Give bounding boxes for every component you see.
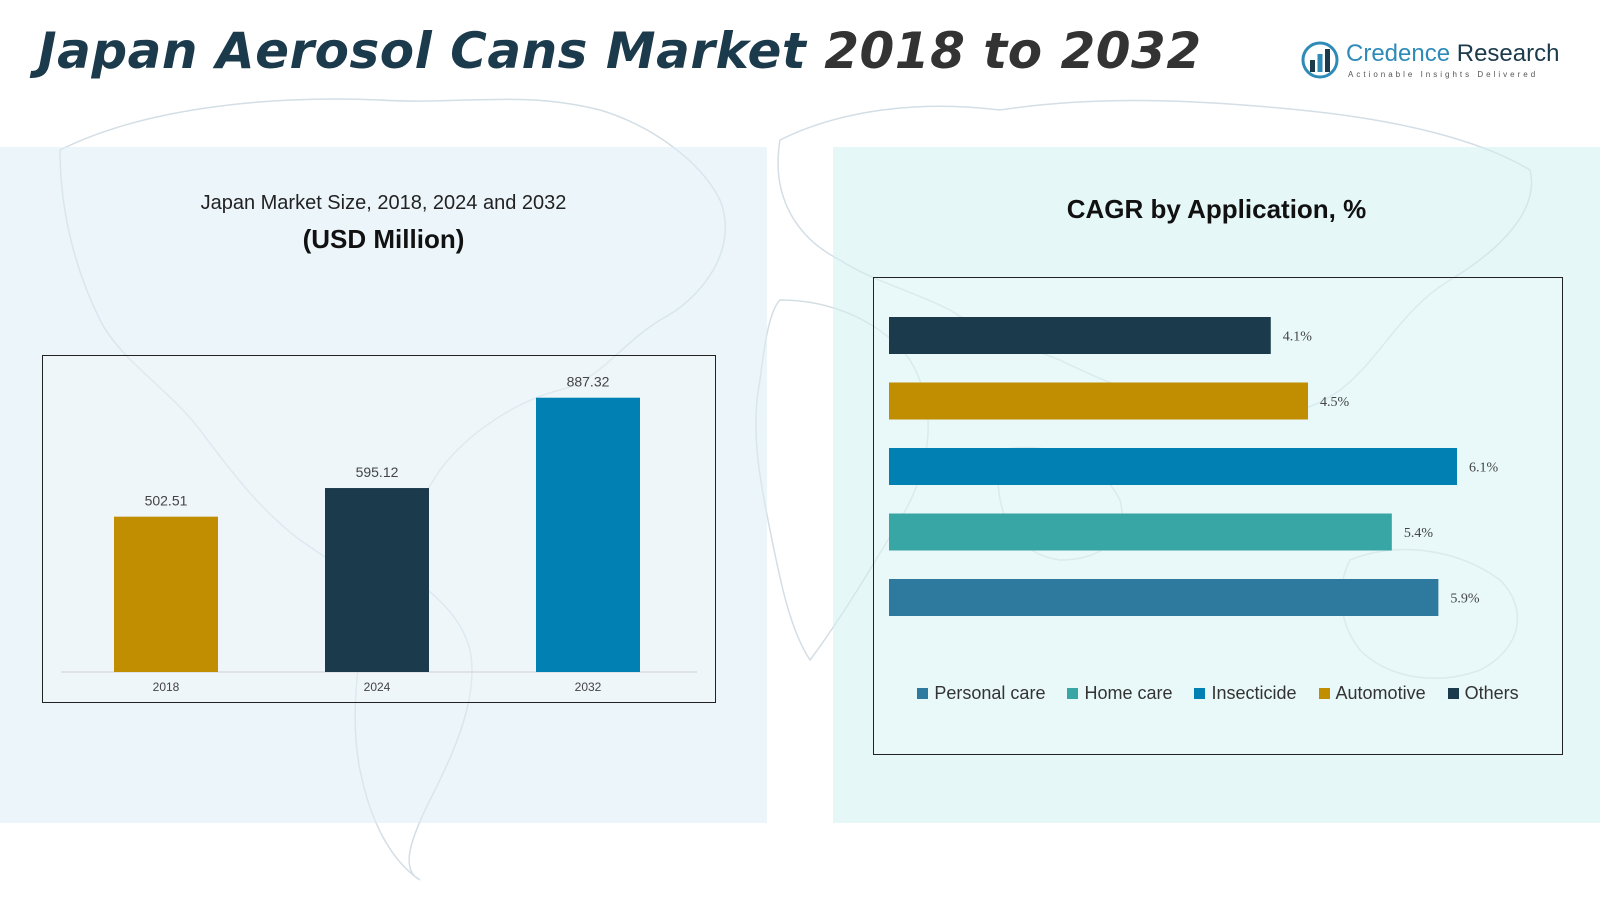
bar-others [889, 317, 1271, 354]
legend-label: Home care [1084, 683, 1173, 703]
title-main: Japan Aerosol Cans Market [38, 22, 807, 80]
legend-swatch [1194, 688, 1206, 699]
legend-item: Automotive [1318, 683, 1426, 704]
legend-item: Insecticide [1194, 683, 1297, 704]
x-tick-label: 2018 [153, 680, 180, 694]
cagr-chart: 4.1% 4.5% 6.1% 5.4% 5.9% Personal care Home c… [873, 277, 1563, 755]
legend-item: Others [1447, 683, 1519, 704]
bar-2018 [114, 516, 218, 672]
cagr-legend: Personal care Home care Insecticide Automot… [874, 683, 1562, 704]
market-size-chart: 502.51 2018 595.12 2024 887.32 2032 [42, 355, 716, 703]
legend-item: Home care [1067, 683, 1172, 704]
title-years: 2018 to 2032 [824, 22, 1202, 80]
credence-research-logo: Credence Research Actionable Insights De… [1300, 38, 1570, 88]
legend-label: Others [1464, 683, 1519, 703]
bar-2024 [325, 488, 429, 672]
legend-item: Personal care [917, 683, 1045, 704]
bar-value-label: 595.12 [356, 464, 399, 480]
legend-swatch [1067, 688, 1079, 699]
bar-value-label: 6.1% [1469, 461, 1499, 476]
bar-insecticide [889, 448, 1457, 485]
logo-name-part1: Credence [1346, 40, 1451, 67]
bar-home-care [889, 513, 1392, 551]
bar-2032 [536, 397, 640, 672]
bar-automotive [889, 382, 1309, 420]
bar-value-label: 4.1% [1283, 330, 1313, 345]
market-size-subtitle: Japan Market Size, 2018, 2024 and 2032 [200, 192, 567, 214]
logo-tagline: Actionable Insights Delivered [1348, 70, 1539, 79]
legend-label: Automotive [1335, 683, 1426, 703]
page-title: Japan Aerosol Cans Market 2018 to 2032 [38, 22, 1202, 80]
x-tick-label: 2024 [364, 680, 391, 694]
cagr-chart-title: CAGR by Application, % [1066, 194, 1367, 224]
x-tick-label: 2032 [575, 680, 602, 694]
market-size-bar-chart: 502.51 2018 595.12 2024 887.32 2032 [61, 374, 697, 694]
logo-name-part2: Research [1456, 40, 1560, 67]
bar-value-label: 887.32 [567, 374, 610, 390]
logo-name: Credence Research [1346, 40, 1559, 68]
legend-label: Insecticide [1211, 683, 1297, 703]
market-size-unit: (USD Million) [302, 224, 465, 254]
bar-value-label: 502.51 [145, 493, 188, 509]
legend-swatch [917, 688, 929, 699]
legend-swatch [1447, 688, 1459, 699]
bar-value-label: 4.5% [1320, 395, 1350, 410]
bar-value-label: 5.4% [1404, 526, 1434, 541]
legend-label: Personal care [934, 683, 1046, 703]
cagr-bar-chart: 4.1% 4.5% 6.1% 5.4% 5.9% [889, 317, 1499, 616]
legend-swatch [1318, 688, 1330, 699]
bar-chart-circle-icon [1301, 41, 1339, 79]
bar-value-label: 5.9% [1450, 592, 1480, 607]
bar-personal-care [889, 579, 1439, 616]
